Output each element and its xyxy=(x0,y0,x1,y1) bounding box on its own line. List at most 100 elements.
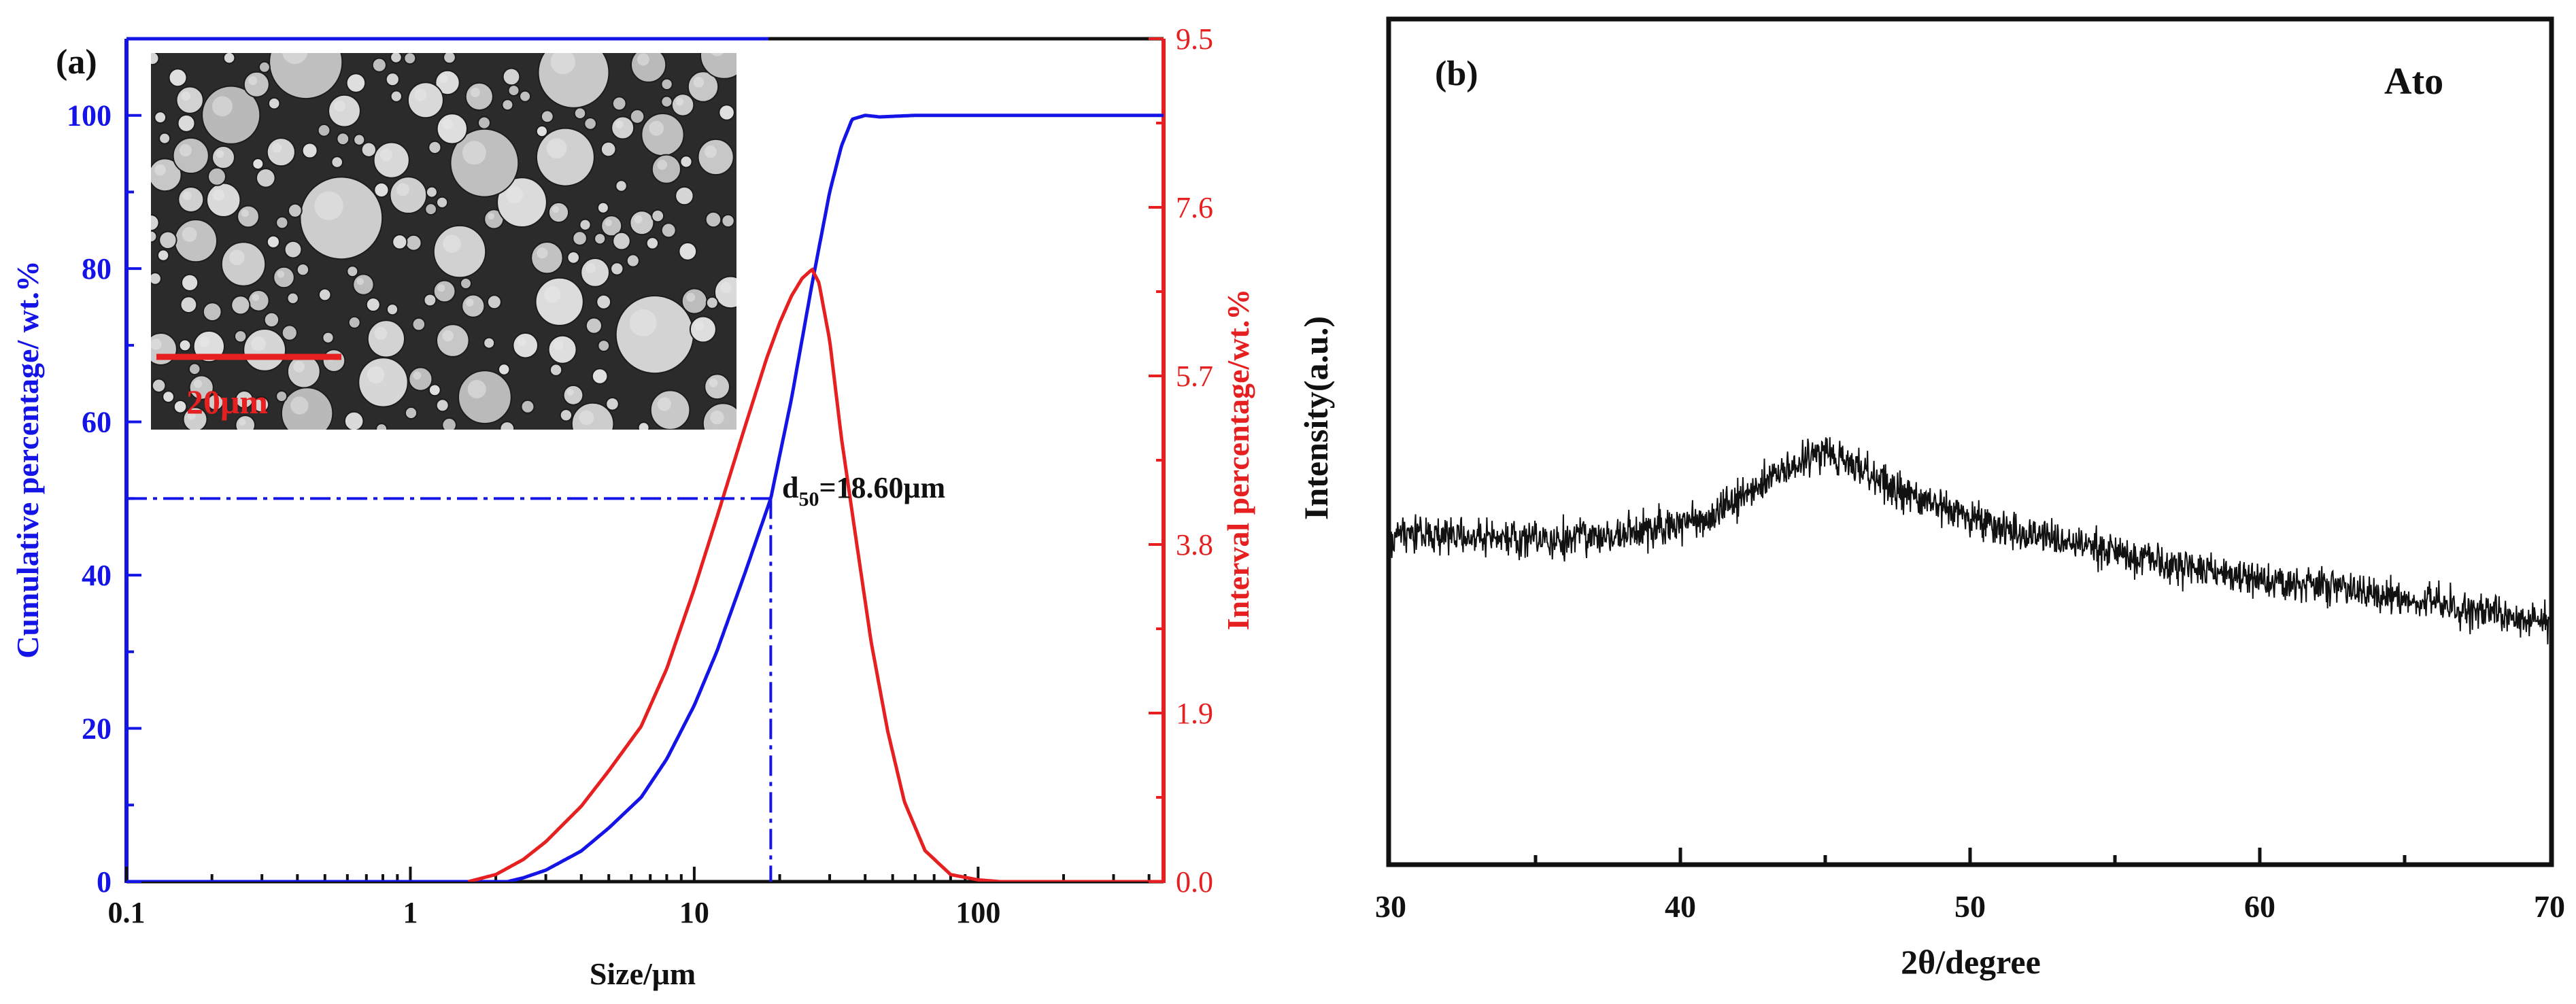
particle-highlight xyxy=(413,371,422,380)
powder-particle xyxy=(301,142,318,159)
powder-particle xyxy=(433,224,487,279)
y-left-tick-label: 60 xyxy=(82,406,112,439)
powder-particle xyxy=(390,53,403,64)
powder-particle xyxy=(222,53,236,65)
powder-particle xyxy=(404,406,418,420)
powder-particle xyxy=(331,156,344,169)
powder-particle xyxy=(596,201,609,214)
particle-highlight xyxy=(229,249,245,266)
particle-highlight xyxy=(187,411,196,420)
powder-particle xyxy=(566,251,581,264)
powder-particle xyxy=(296,263,310,277)
powder-particle xyxy=(520,399,535,414)
powder-particle xyxy=(629,210,655,236)
powder-particle xyxy=(572,230,588,246)
particle-highlight xyxy=(239,419,246,426)
powder-particle xyxy=(231,295,251,315)
powder-particle xyxy=(615,295,694,375)
particle-highlight xyxy=(356,277,365,285)
powder-particle xyxy=(477,116,491,130)
particle-highlight xyxy=(241,209,249,218)
powder-particle xyxy=(436,324,470,358)
powder-particle xyxy=(243,71,270,98)
powder-particle xyxy=(173,400,188,414)
powder-particle xyxy=(591,368,609,385)
powder-particle xyxy=(594,232,607,245)
panel-a-y-left-label: Cumulative percentage/ wt.% xyxy=(10,260,45,659)
particle-highlight xyxy=(720,281,732,293)
powder-particle xyxy=(252,396,270,413)
particle-highlight xyxy=(334,100,345,112)
powder-particle xyxy=(610,262,624,276)
powder-particle xyxy=(611,116,635,140)
particle-highlight xyxy=(212,96,233,117)
powder-particle xyxy=(641,113,685,157)
powder-particle xyxy=(207,167,226,186)
powder-particle xyxy=(408,366,433,392)
particle-highlight xyxy=(709,378,718,387)
particle-highlight xyxy=(629,309,657,336)
particle-highlight xyxy=(488,213,494,220)
particle-highlight xyxy=(293,360,305,373)
powder-particle xyxy=(671,93,695,117)
powder-particle xyxy=(464,82,494,111)
powder-particle xyxy=(721,213,735,228)
powder-particle xyxy=(299,176,384,260)
powder-particle xyxy=(353,133,366,146)
powder-particle xyxy=(389,176,428,214)
particle-highlight xyxy=(615,120,624,128)
powder-particle xyxy=(435,398,450,413)
cumulative-series-line xyxy=(126,114,1164,882)
powder-particle xyxy=(235,390,254,409)
powder-particle xyxy=(151,332,177,366)
powder-particle xyxy=(441,417,457,430)
powder-particle xyxy=(266,137,296,167)
powder-particle xyxy=(371,57,387,73)
powder-particle xyxy=(583,117,597,131)
powder-particle xyxy=(714,275,736,309)
powder-particle xyxy=(630,53,667,83)
powder-particle xyxy=(352,273,375,296)
powder-particle xyxy=(237,205,260,228)
powder-particle xyxy=(573,107,587,120)
powder-particle xyxy=(177,186,205,213)
powder-particle xyxy=(348,315,361,329)
powder-particle xyxy=(405,234,422,252)
particle-highlight xyxy=(290,396,309,415)
particle-highlight xyxy=(374,326,388,340)
powder-particle xyxy=(483,336,496,349)
particle-highlight xyxy=(442,330,454,342)
powder-particle xyxy=(158,132,171,145)
particle-highlight xyxy=(212,189,224,201)
sample-label: Ato xyxy=(2384,60,2443,103)
powder-particle xyxy=(173,219,218,263)
particle-highlight xyxy=(151,339,162,350)
powder-particle xyxy=(266,235,280,249)
powder-particle xyxy=(615,179,628,192)
powder-particle xyxy=(252,158,265,171)
powder-particle xyxy=(704,373,730,400)
powder-particle xyxy=(425,186,438,198)
powder-particle xyxy=(702,402,736,430)
y-left-tick-label: 40 xyxy=(82,559,112,592)
particle-highlight xyxy=(396,183,409,196)
particle-highlight xyxy=(367,366,385,384)
y-right-tick-label: 1.9 xyxy=(1176,697,1213,730)
powder-particle xyxy=(375,423,388,430)
powder-particle xyxy=(645,237,660,250)
panel-b-y-axis-label: Intensity(a.u.) xyxy=(1297,316,1335,520)
powder-particle xyxy=(678,241,698,261)
x-tick-label: 100 xyxy=(955,896,1000,929)
powder-particle xyxy=(263,311,280,328)
particle-highlight xyxy=(686,292,696,302)
powder-particle xyxy=(407,82,444,119)
powder-particle xyxy=(154,111,167,124)
powder-particle xyxy=(386,303,399,316)
particle-highlight xyxy=(248,76,258,86)
powder-particle xyxy=(537,53,610,109)
powder-particle xyxy=(286,292,299,305)
panel-a-y-right-ticks: 0.0 1.9 3.8 5.7 7.6 9.5 xyxy=(1149,22,1213,899)
particle-highlight xyxy=(537,247,548,259)
powder-particle xyxy=(336,132,350,146)
powder-particle xyxy=(600,141,617,158)
